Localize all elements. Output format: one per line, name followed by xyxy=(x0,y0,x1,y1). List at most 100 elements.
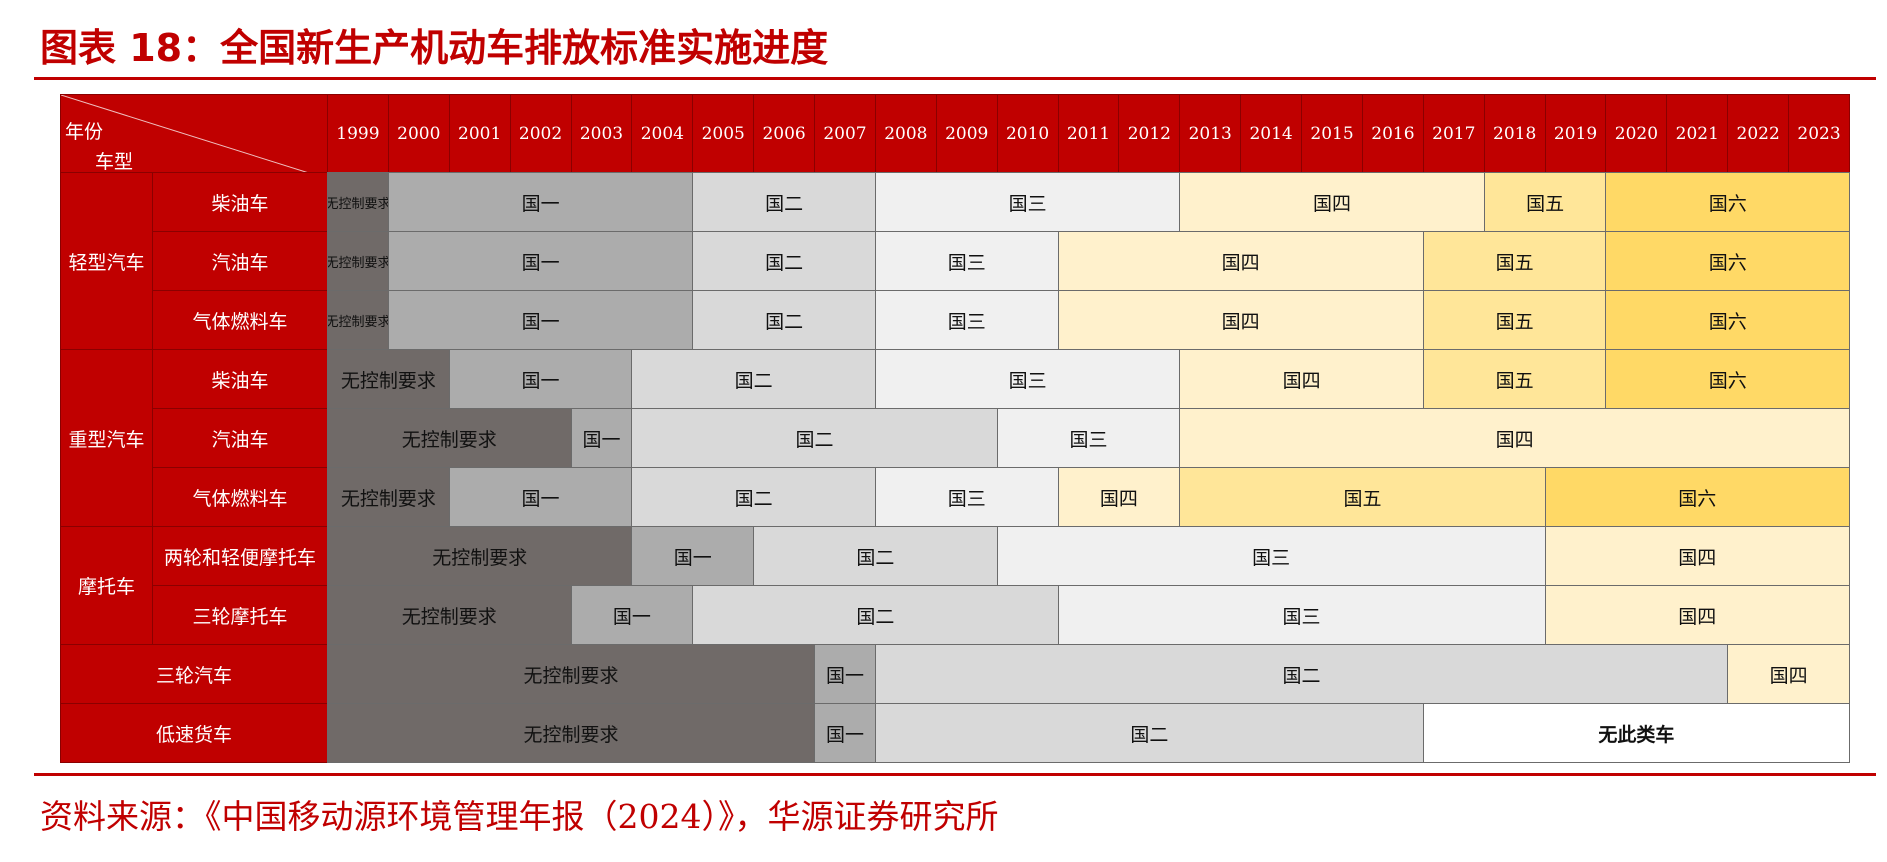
source-note: 资料来源：《中国移动源环境管理年报（2024）》，华源证券研究所 xyxy=(40,797,999,836)
standard-segment-g3: 国三 xyxy=(874,231,1059,291)
year-header: 2001 xyxy=(448,94,511,173)
standard-segment-g4: 国四 xyxy=(1057,467,1181,527)
standard-segment-g5: 国五 xyxy=(1422,231,1607,291)
year-header: 2005 xyxy=(692,94,755,173)
standard-segment-g1: 国一 xyxy=(387,231,694,291)
vehicle-category-label: 轻型汽车 xyxy=(60,172,153,350)
year-header: 2020 xyxy=(1605,94,1668,173)
year-header: 2009 xyxy=(935,94,998,173)
standard-segment-g4: 国四 xyxy=(1057,231,1424,291)
standard-segment-g4: 国四 xyxy=(1179,349,1424,409)
year-header: 2003 xyxy=(570,94,633,173)
title-divider xyxy=(34,77,1876,80)
year-header: 2019 xyxy=(1544,94,1607,173)
year-header: 2012 xyxy=(1118,94,1181,173)
year-header: 2002 xyxy=(509,94,572,173)
standard-segment-none: 无控制要求 xyxy=(327,703,816,763)
standard-segment-none: 无控制要求 xyxy=(327,467,450,527)
corner-vehicle-label: 车型 xyxy=(95,151,134,173)
vehicle-subtype-label: 汽油车 xyxy=(152,231,328,291)
standard-segment-g5: 国五 xyxy=(1179,467,1546,527)
standard-segment-g3: 国三 xyxy=(874,172,1181,232)
standard-segment-g1: 国一 xyxy=(814,644,876,704)
table-corner-header: 年份 车型 xyxy=(60,94,328,173)
standard-segment-g5: 国五 xyxy=(1422,349,1607,409)
standard-segment-g6: 国六 xyxy=(1605,231,1850,291)
standard-segment-na: 无此类车 xyxy=(1422,703,1850,763)
standard-segment-g4: 国四 xyxy=(1179,172,1485,232)
year-header: 2016 xyxy=(1361,94,1424,173)
vehicle-subtype-label: 汽油车 xyxy=(152,408,328,468)
corner-year-label: 年份 xyxy=(65,121,104,143)
year-header: 1999 xyxy=(327,94,389,173)
standard-segment-g1: 国一 xyxy=(570,408,633,468)
standard-segment-g4: 国四 xyxy=(1179,408,1850,468)
standard-segment-g5: 国五 xyxy=(1483,172,1607,232)
standard-segment-g3: 国三 xyxy=(996,526,1546,586)
standard-segment-g4: 国四 xyxy=(1544,585,1850,645)
standard-segment-g2: 国二 xyxy=(692,585,1059,645)
vehicle-type-label: 三轮汽车 xyxy=(60,644,328,704)
standard-segment-g2: 国二 xyxy=(692,231,876,291)
standard-segment-g2: 国二 xyxy=(692,290,876,350)
year-header: 2010 xyxy=(996,94,1059,173)
standard-segment-g3: 国三 xyxy=(996,408,1181,468)
year-header: 2021 xyxy=(1666,94,1729,173)
vehicle-subtype-label: 三轮摩托车 xyxy=(152,585,328,645)
vehicle-subtype-label: 气体燃料车 xyxy=(152,467,328,527)
standard-segment-g4: 国四 xyxy=(1057,290,1424,350)
standard-segment-g3: 国三 xyxy=(874,349,1181,409)
vehicle-category-label: 摩托车 xyxy=(60,526,153,645)
standard-segment-none: 无控制要求 xyxy=(327,290,389,350)
year-header: 2008 xyxy=(874,94,937,173)
standard-segment-g2: 国二 xyxy=(631,467,876,527)
year-header: 2011 xyxy=(1057,94,1120,173)
year-header: 2013 xyxy=(1179,94,1242,173)
standard-segment-g3: 国三 xyxy=(874,467,1059,527)
standard-segment-g2: 国二 xyxy=(874,644,1729,704)
standard-segment-g2: 国二 xyxy=(631,349,876,409)
vehicle-subtype-label: 柴油车 xyxy=(152,172,328,232)
standard-segment-g2: 国二 xyxy=(692,172,876,232)
vehicle-type-label: 低速货车 xyxy=(60,703,328,763)
year-header: 2006 xyxy=(753,94,816,173)
standard-segment-none: 无控制要求 xyxy=(327,408,572,468)
vehicle-subtype-label: 两轮和轻便摩托车 xyxy=(152,526,328,586)
standard-segment-none: 无控制要求 xyxy=(327,349,450,409)
standard-segment-g1: 国一 xyxy=(631,526,755,586)
vehicle-subtype-label: 柴油车 xyxy=(152,349,328,409)
standard-segment-g6: 国六 xyxy=(1544,467,1850,527)
standard-segment-none: 无控制要求 xyxy=(327,644,816,704)
year-header: 2007 xyxy=(814,94,876,173)
source-divider xyxy=(34,773,1876,776)
standard-segment-g4: 国四 xyxy=(1727,644,1850,704)
standard-segment-g6: 国六 xyxy=(1605,290,1850,350)
vehicle-category-label: 重型汽车 xyxy=(60,349,153,527)
standard-segment-g1: 国一 xyxy=(570,585,694,645)
standard-segment-g4: 国四 xyxy=(1544,526,1850,586)
year-header: 2004 xyxy=(631,94,694,173)
year-header: 2015 xyxy=(1301,94,1363,173)
standard-segment-g1: 国一 xyxy=(814,703,876,763)
standard-segment-g6: 国六 xyxy=(1605,349,1850,409)
standard-segment-none: 无控制要求 xyxy=(327,231,389,291)
standard-segment-g3: 国三 xyxy=(1057,585,1546,645)
standard-segment-none: 无控制要求 xyxy=(327,526,633,586)
standard-segment-g2: 国二 xyxy=(631,408,998,468)
standard-segment-none: 无控制要求 xyxy=(327,172,389,232)
standard-segment-g2: 国二 xyxy=(874,703,1424,763)
year-header: 2000 xyxy=(387,94,450,173)
standard-segment-g6: 国六 xyxy=(1605,172,1850,232)
standard-segment-g1: 国一 xyxy=(387,290,694,350)
year-header: 2014 xyxy=(1240,94,1303,173)
standard-segment-g2: 国二 xyxy=(753,526,998,586)
page-title: 图表 18：全国新生产机动车排放标准实施进度 xyxy=(40,26,829,70)
corner-diagonal xyxy=(61,95,308,172)
standard-segment-none: 无控制要求 xyxy=(327,585,572,645)
standard-segment-g5: 国五 xyxy=(1422,290,1607,350)
standard-segment-g1: 国一 xyxy=(448,467,633,527)
standard-segment-g1: 国一 xyxy=(448,349,633,409)
year-header: 2023 xyxy=(1788,94,1850,173)
year-header: 2017 xyxy=(1422,94,1485,173)
